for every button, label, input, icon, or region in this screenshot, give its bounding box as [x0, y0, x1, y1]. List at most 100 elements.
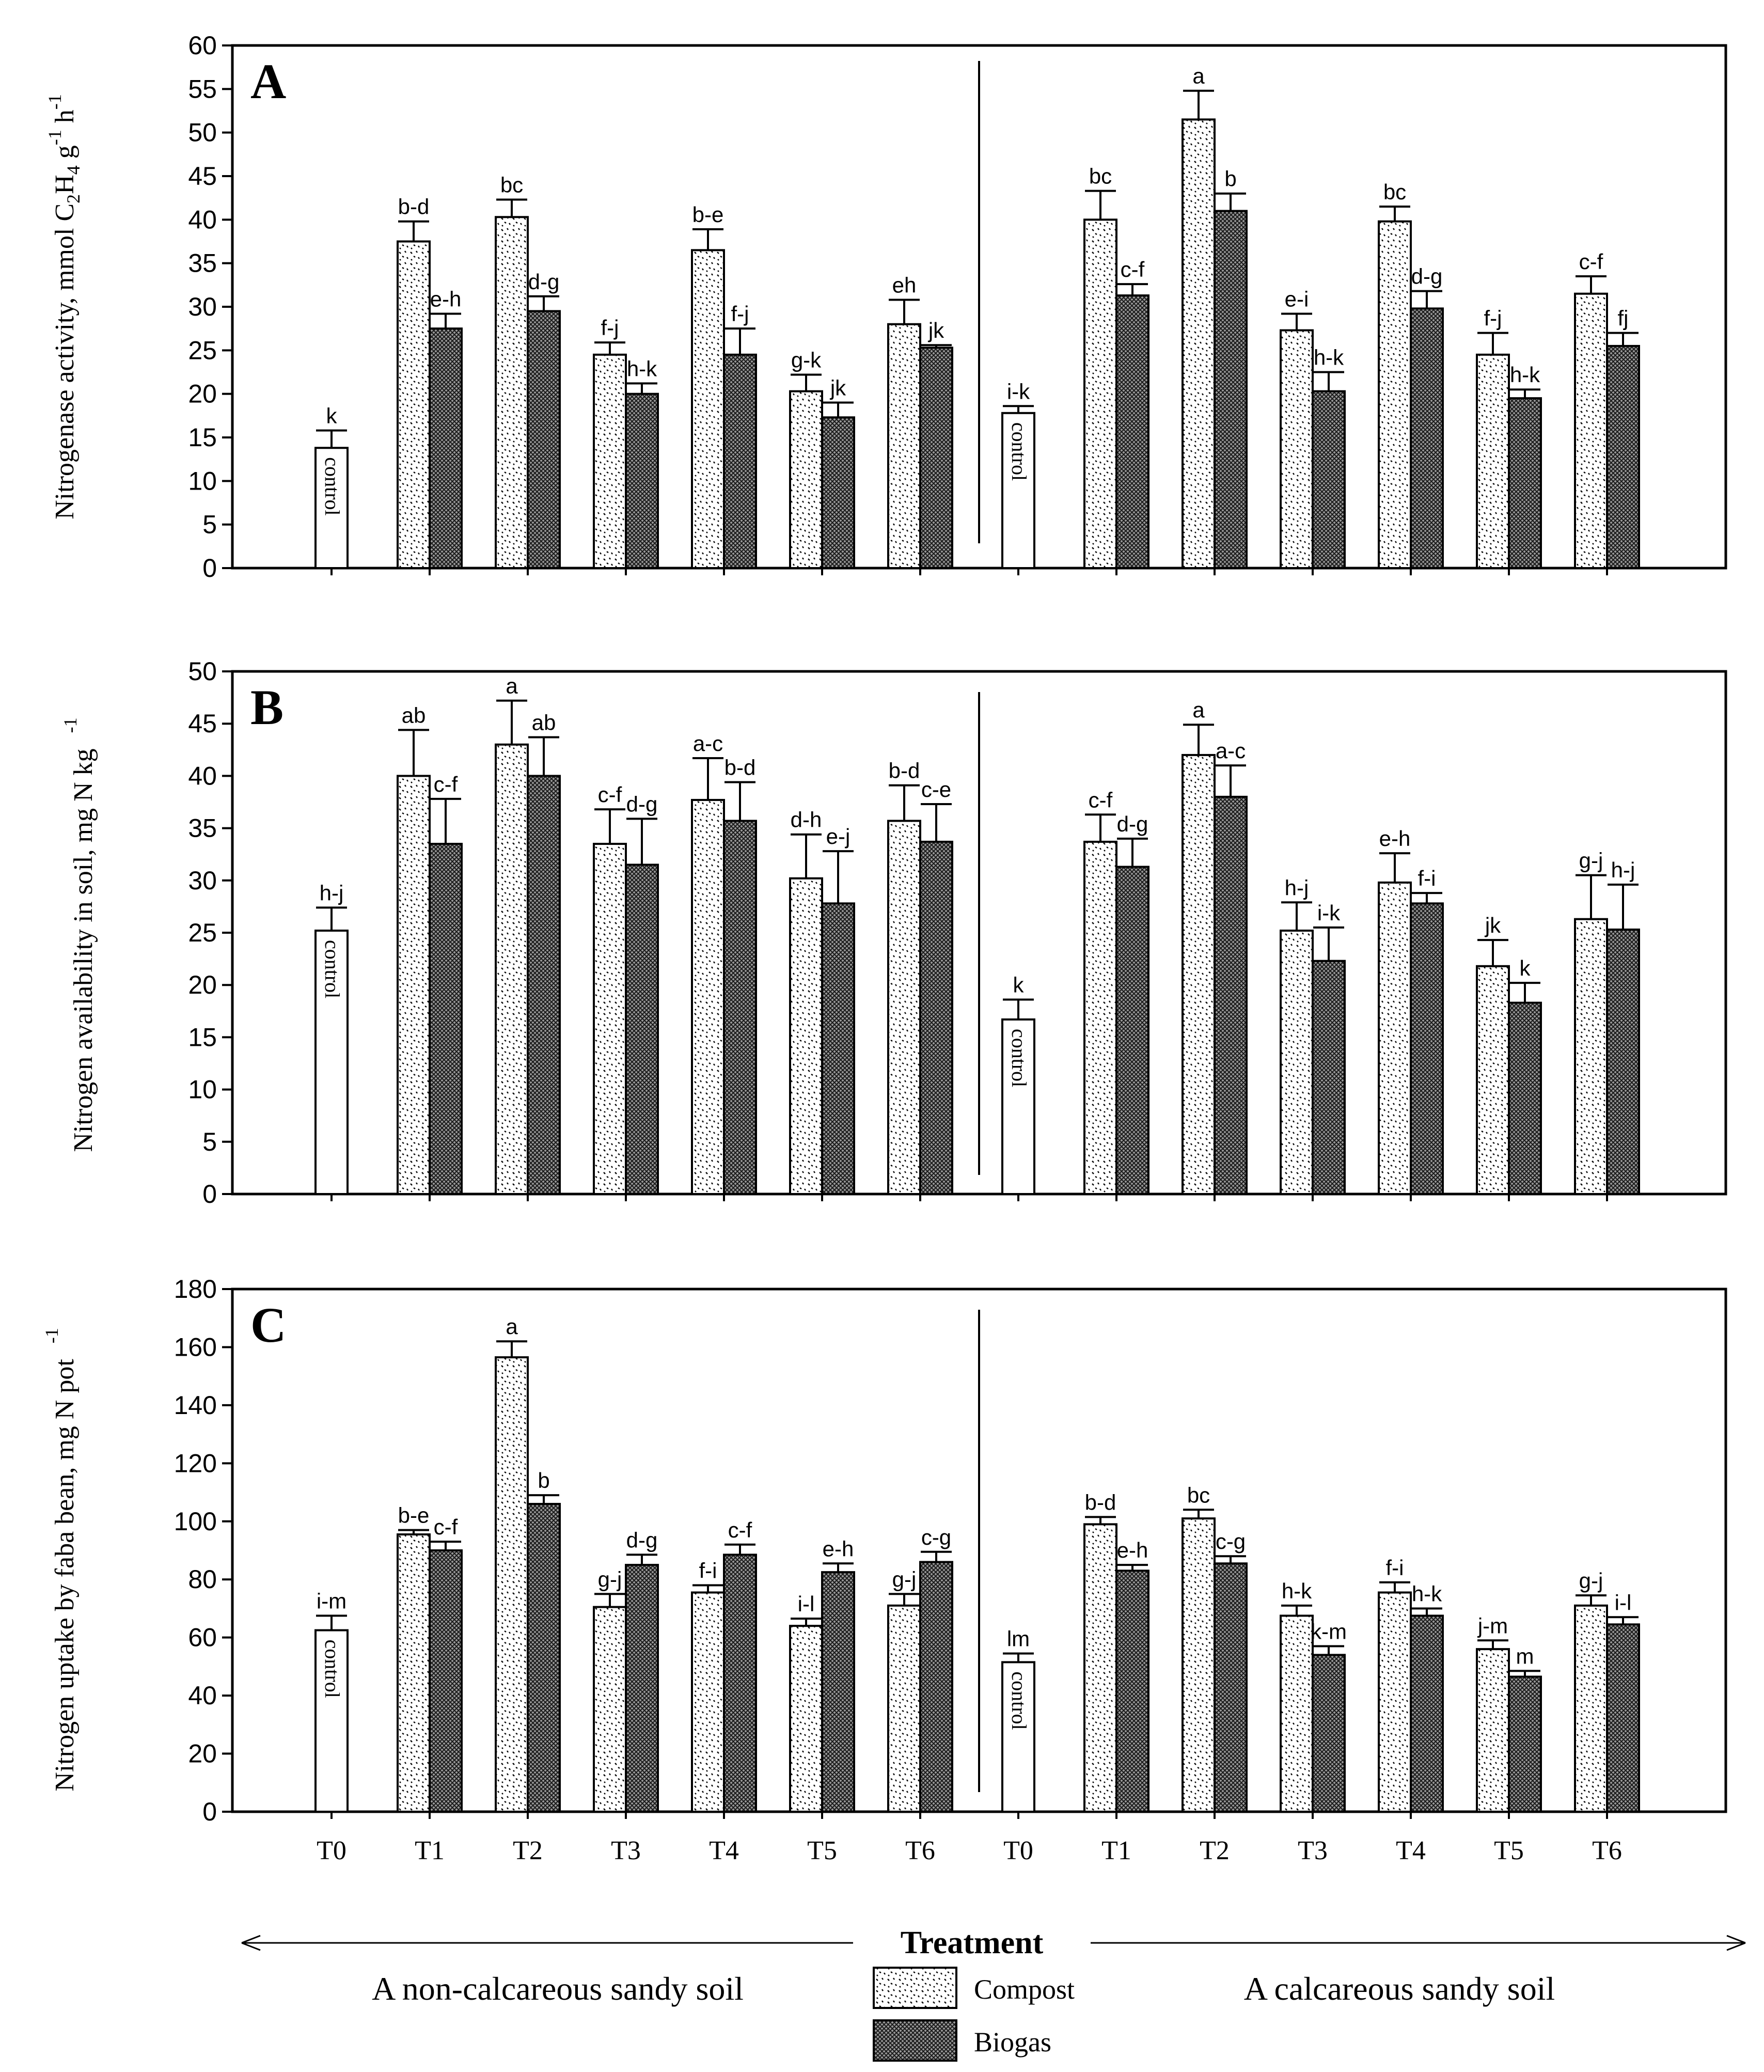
significance-letter: h-k	[1412, 1581, 1442, 1606]
x-category-label: T3	[1298, 1836, 1328, 1865]
y-tick-label: 15	[188, 423, 217, 452]
compost-bar	[593, 1606, 627, 1813]
y-tick-label: 35	[188, 814, 217, 843]
significance-letter: d-g	[1411, 264, 1443, 289]
y-tick-label: 55	[188, 74, 217, 103]
compost-bar	[1083, 840, 1117, 1195]
compost-bar	[1378, 881, 1412, 1195]
significance-letter: jk	[1484, 913, 1501, 937]
biogas-bar	[1214, 210, 1248, 569]
y-tick-label: 100	[174, 1507, 217, 1536]
x-category-label: T1	[415, 1836, 445, 1865]
significance-letter: fj	[1618, 306, 1629, 331]
significance-letter: ab	[532, 711, 556, 735]
compost-bar	[1476, 1648, 1510, 1813]
significance-letter: h-k	[1510, 363, 1540, 387]
y-tick-label: 20	[188, 380, 217, 409]
compost-bar	[495, 216, 529, 570]
compost-bar	[1476, 965, 1510, 1195]
compost-bar	[789, 1625, 823, 1813]
significance-letter: eh	[892, 273, 917, 297]
biogas-bar	[429, 842, 463, 1195]
panel-a-bars: kcontrolb-de-hbcd-gf-jh-kb-ef-jg-kjkehjk…	[314, 64, 1640, 570]
compost-bar	[1574, 1604, 1608, 1813]
compost-bar	[691, 249, 725, 570]
compost-bar	[1378, 1591, 1412, 1813]
significance-letter: c-g	[921, 1525, 951, 1549]
biogas-bar	[919, 347, 953, 569]
significance-letter: e-i	[1285, 287, 1309, 311]
panel-b-label: B	[250, 680, 284, 735]
significance-letter: d-h	[791, 808, 822, 832]
significance-letter: k	[1013, 973, 1025, 997]
y-tick-label: 60	[188, 1623, 217, 1652]
biogas-bar	[527, 310, 561, 570]
biogas-bar	[1410, 902, 1444, 1195]
x-axis-annotation: Treatment A non-calcareous sandy soil A …	[241, 1925, 1746, 2007]
biogas-bar	[821, 902, 855, 1195]
compost-bar	[495, 1356, 529, 1813]
significance-letter: c-f	[598, 782, 622, 807]
x-category-label: T1	[1101, 1836, 1131, 1865]
significance-letter: b-e	[692, 202, 724, 227]
control-bar	[1001, 412, 1035, 569]
panel-c: C 0 20 40 60 80 100 120 140 160 180 i-m control b-e…	[41, 1275, 1727, 1826]
compost-bar	[789, 877, 823, 1195]
x-category-label: T6	[1592, 1836, 1622, 1865]
compost-bar	[1280, 1614, 1314, 1813]
y-tick-label: 10	[188, 1075, 217, 1104]
significance-letter: bc	[1089, 164, 1112, 189]
compost-bar	[397, 775, 431, 1195]
significance-letter: d-g	[1117, 812, 1148, 836]
y-tick-label: 0	[202, 1797, 217, 1826]
panel-a-ylabel-sup2: -1	[44, 94, 65, 109]
biogas-bar	[1508, 397, 1542, 569]
significance-letter: f-i	[1386, 1556, 1404, 1580]
significance-letter: d-g	[626, 1528, 658, 1552]
significance-letter: k	[326, 404, 338, 428]
significance-letter: j-m	[1477, 1613, 1508, 1638]
significance-letter: bc	[1383, 180, 1406, 204]
y-tick-label: 25	[188, 918, 217, 947]
biogas-bar	[429, 1549, 463, 1813]
significance-letter: d-g	[626, 792, 658, 816]
legend-label-biogas: Biogas	[974, 2027, 1051, 2058]
significance-letter: b-d	[889, 759, 920, 783]
biogas-bar	[1606, 1623, 1640, 1813]
panel-a: A 0 5 10 15 20 25 30 35 40 45 50 55 60 k control b-d e-…	[44, 31, 1727, 583]
significance-letter: c-f	[1089, 788, 1113, 812]
significance-letter: i-k	[1007, 379, 1030, 403]
y-tick-label: 140	[174, 1391, 217, 1420]
biogas-bar	[527, 1503, 561, 1813]
y-tick-label: 45	[188, 709, 217, 738]
x-category-label: T6	[905, 1836, 935, 1865]
biogas-bar	[429, 327, 463, 570]
panel-a-y-ticks: 0 5 10 15 20 25 30 35 40 45 50 55 60	[188, 31, 1608, 583]
biogas-bar	[625, 393, 659, 570]
y-tick-label: 50	[188, 657, 217, 686]
y-tick-label: 80	[188, 1565, 217, 1594]
x-category-label: T0	[1003, 1836, 1033, 1865]
significance-letter: c-f	[1579, 249, 1603, 274]
significance-letter: a-c	[1216, 739, 1246, 763]
biogas-bar	[1312, 390, 1346, 570]
significance-letter: a	[506, 1314, 518, 1339]
compost-bar	[887, 820, 921, 1195]
significance-letter: g-j	[1579, 849, 1603, 873]
control-bar-label: control	[1007, 1029, 1031, 1087]
significance-letter: h-j	[1285, 875, 1309, 900]
panel-c-frame	[231, 1288, 1727, 1813]
significance-letter: g-j	[598, 1567, 622, 1591]
biogas-bar	[625, 864, 659, 1195]
biogas-bar	[1312, 960, 1346, 1195]
significance-letter: c-f	[728, 1518, 752, 1542]
y-tick-label: 50	[188, 118, 217, 147]
y-tick-label: 40	[188, 205, 217, 234]
panel-a-ylabel-sup1: -1	[44, 130, 65, 145]
compost-bar	[1574, 918, 1608, 1195]
biogas-bar	[919, 840, 953, 1195]
compost-bar	[691, 1591, 725, 1813]
